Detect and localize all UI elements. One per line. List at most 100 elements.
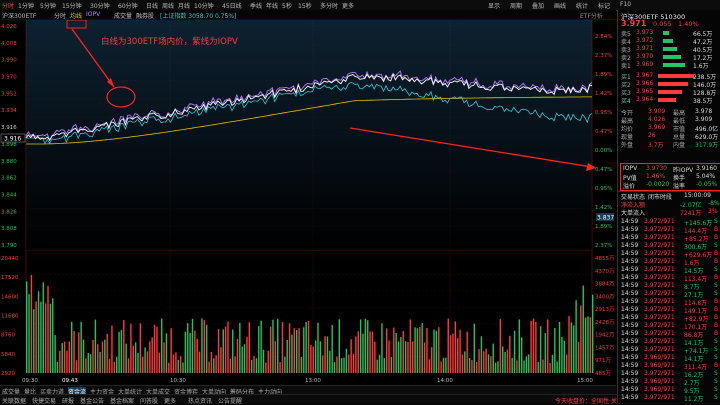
volume-bar	[189, 332, 191, 373]
indicator-tab-0[interactable]: 成交量	[2, 389, 21, 396]
period-tab-4[interactable]: 30分钟	[90, 3, 110, 10]
status-link-8[interactable]: 热点资讯	[188, 398, 213, 405]
price-tick: 4.026	[1, 24, 17, 30]
etf-analysis-button[interactable]: ETF分析	[580, 13, 603, 20]
tick-row: 14:59 3.972/971 8.7万 S	[618, 282, 720, 291]
volume-bar	[577, 341, 580, 373]
stat-value: 317.9万	[695, 142, 719, 149]
volume-bar	[255, 358, 258, 373]
period-tab-8[interactable]: 月线	[178, 3, 191, 10]
volume-tick-right: 2428万	[595, 319, 615, 326]
volume-bar	[277, 318, 279, 373]
chart-tab-2[interactable]: 均线	[70, 13, 83, 20]
top-menu-0[interactable]: 显示	[488, 3, 501, 10]
indicator-tab-7[interactable]: 资金博弈	[174, 389, 199, 396]
tick-volume: 9.5万	[684, 388, 700, 395]
volume-tick: 8760	[1, 333, 15, 339]
period-tab-12[interactable]: 年线	[266, 3, 279, 10]
period-tab-1[interactable]: 1分钟	[18, 3, 34, 10]
volume-bar	[369, 331, 371, 373]
period-tab-3[interactable]: 15分钟	[62, 3, 82, 10]
top-menu-2[interactable]: 叠加	[532, 3, 545, 10]
avg-price-line	[26, 96, 592, 145]
indicator-tab-4[interactable]: 主力资金	[90, 389, 115, 396]
chart-tab-5[interactable]: 融券股	[136, 13, 155, 20]
status-link-4[interactable]: 基金档案	[110, 398, 135, 405]
price-tick: 4.008	[1, 41, 17, 47]
status-link-2[interactable]: 研报	[62, 398, 75, 405]
volume-bar	[480, 336, 483, 373]
period-tab-14[interactable]: 15秒	[298, 3, 312, 10]
tick-time: 14:59	[621, 386, 639, 393]
indicator-tab-5[interactable]: 大单统计	[118, 389, 143, 396]
volume-tick-right: 971万	[595, 357, 611, 364]
period-tab-7[interactable]: 周线	[162, 3, 175, 10]
indicator-tab-2[interactable]: 买卖力道	[40, 389, 65, 396]
volume-bar	[504, 351, 506, 373]
volume-tick-right: 4370万	[595, 268, 615, 275]
status-link-3[interactable]: 基金公告	[80, 398, 105, 405]
volume-bar	[466, 331, 468, 373]
indicator-tab-3[interactable]: 资金流	[68, 387, 87, 396]
order-volume: 238.5万	[693, 74, 717, 81]
price-tick: 3.898	[1, 142, 17, 148]
volume-bar	[324, 336, 326, 373]
top-menu-6[interactable]: F10	[620, 1, 632, 8]
volume-bar	[191, 318, 194, 373]
order-row: 买1 3.967 238.5万	[618, 72, 720, 81]
chart-tab-1[interactable]: 分时	[54, 13, 67, 20]
period-tab-13[interactable]: 5秒	[282, 3, 292, 10]
volume-bar	[348, 354, 350, 373]
status-link-6[interactable]: 更多	[164, 398, 177, 405]
status-link-1[interactable]: 快捷交易	[32, 398, 57, 405]
volume-bar	[430, 347, 433, 373]
period-tab-15[interactable]: 多分时	[320, 3, 339, 10]
volume-bar	[556, 361, 558, 373]
period-tab-10[interactable]: 45日线	[222, 3, 242, 10]
volume-axis-left: 20440 17520 14600 11680 8760 5840 2920	[1, 256, 19, 377]
status-link-0[interactable]: 关联数据	[2, 398, 27, 405]
time-tick: 09:30	[22, 378, 38, 384]
status-link-5[interactable]: 问答股	[140, 398, 159, 405]
chart-tab-4[interactable]: 成交量	[114, 13, 133, 20]
indicator-tab-8[interactable]: 大单动向	[202, 389, 227, 396]
iopv-value: -0.05%	[696, 181, 718, 188]
indicator-tab-9[interactable]: 筹码分布	[230, 389, 255, 396]
chart-tab-3[interactable]: IOPV	[86, 11, 101, 18]
trade-status-row: 交易状态 闭市时段 15:00:09	[618, 191, 720, 201]
period-tab-5[interactable]: 60分钟	[118, 3, 138, 10]
period-tab-6[interactable]: 日线	[146, 3, 159, 10]
intraday-chart[interactable]: 4.0264.0083.9903.9703.9523.9343.9163.898…	[0, 20, 616, 385]
top-menu-3[interactable]: 画线	[554, 3, 567, 10]
volume-bar	[397, 341, 400, 373]
tick-direction: B	[714, 250, 719, 257]
chart-tab-0[interactable]: 沪深300ETF	[2, 13, 37, 20]
volume-bar	[149, 341, 151, 373]
tick-price: 3.972/971	[644, 322, 675, 329]
pct-tick: 1.42%	[595, 205, 612, 211]
volume-bar	[75, 360, 78, 373]
volume-bar	[239, 322, 241, 373]
period-tab-2[interactable]: 5分钟	[40, 3, 56, 10]
tick-volume: +629.6万	[684, 252, 713, 259]
volume-bar	[428, 359, 430, 373]
volume-bar	[250, 359, 253, 373]
volume-bar	[42, 282, 44, 373]
volume-bar	[291, 334, 293, 373]
top-menu-4[interactable]: 统计	[576, 3, 589, 10]
period-tab-16[interactable]: 更多	[342, 3, 355, 10]
top-menu-5[interactable]: 标记	[598, 3, 611, 10]
volume-bar	[319, 341, 322, 373]
period-tab-0[interactable]: 分时	[2, 3, 15, 10]
volume-bar	[92, 339, 94, 373]
indicator-tab-6[interactable]: 大单成交	[146, 389, 171, 396]
period-tab-9[interactable]: 10分钟	[194, 3, 214, 10]
period-tab-11[interactable]: 季线	[250, 3, 263, 10]
top-menu-1[interactable]: 周期	[510, 3, 523, 10]
volume-bar	[125, 343, 127, 373]
indicator-tab-10[interactable]: 主力动向	[258, 389, 283, 396]
volume-bar	[530, 320, 532, 373]
volume-bar	[407, 341, 409, 373]
status-link-9[interactable]: 公告提醒	[218, 398, 243, 405]
indicator-tab-1[interactable]: 量比	[24, 389, 37, 396]
